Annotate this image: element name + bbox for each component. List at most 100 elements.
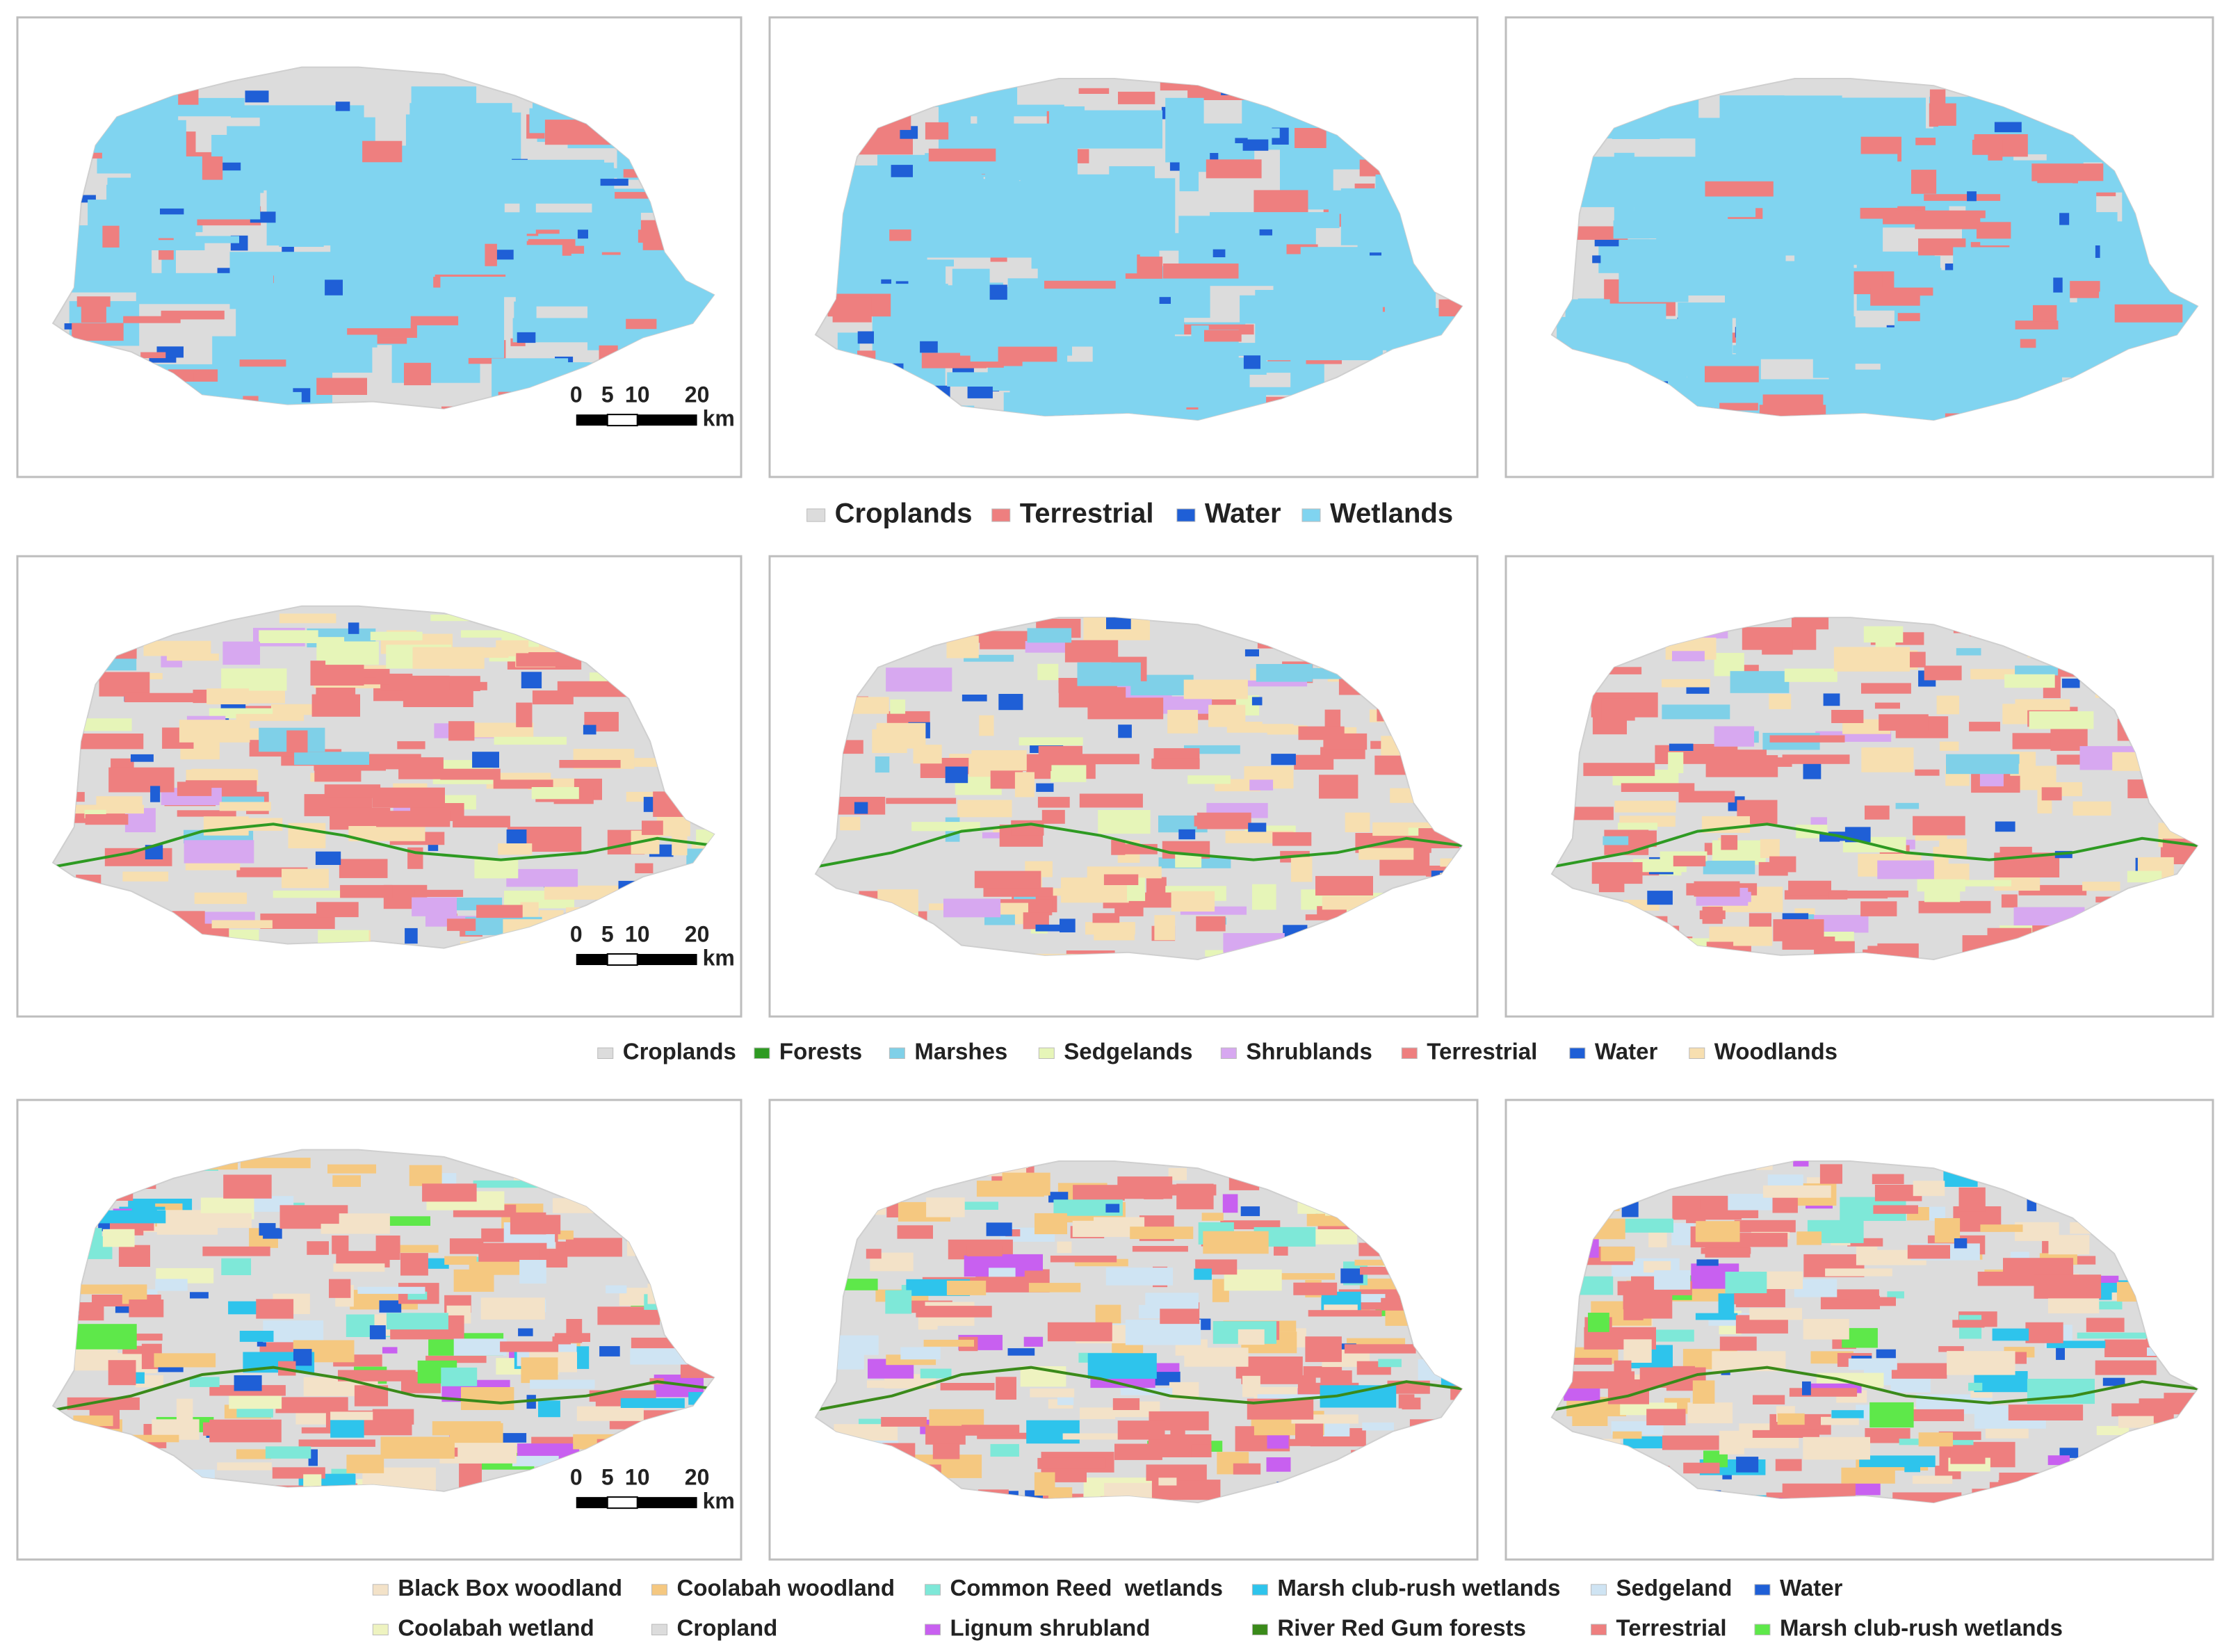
land-patch: [189, 1377, 220, 1387]
land-patch: [1050, 1255, 1117, 1263]
land-patch: [1968, 1382, 1983, 1391]
land-patch: [521, 672, 542, 688]
legend-item: Water: [1176, 499, 1281, 529]
land-patch: [1859, 1455, 1936, 1468]
land-patch: [1803, 762, 1822, 779]
land-patch: [279, 613, 336, 624]
land-patch: [72, 323, 124, 341]
scale-bar-unit: km: [703, 945, 735, 970]
land-patch: [2034, 1274, 2102, 1299]
land-patch: [1249, 779, 1274, 791]
land-patch: [498, 843, 533, 855]
land-patch: [1206, 159, 1262, 179]
land-patch: [1027, 628, 1072, 643]
land-patch: [530, 1379, 595, 1389]
legend-item: Shrublands: [1220, 1038, 1372, 1064]
land-patch: [1831, 710, 1864, 723]
land-patch: [340, 884, 393, 898]
legend-item: Lignum shrubland: [925, 1615, 1150, 1641]
land-patch: [1305, 1336, 1342, 1362]
land-patch: [506, 829, 527, 843]
land-patch: [122, 1345, 159, 1354]
legend-swatch: [1220, 1047, 1237, 1059]
land-patch: [1254, 190, 1308, 213]
land-patch: [298, 1439, 375, 1447]
scale-bar-label: 0: [570, 382, 583, 407]
land-patch: [1591, 862, 1643, 884]
land-patch: [316, 902, 359, 918]
legend-item: Marsh club-rush wetlands: [1754, 1615, 2063, 1641]
land-patch: [329, 1279, 351, 1298]
land-patch: [453, 1338, 507, 1356]
land-patch: [1821, 1416, 1859, 1425]
land-patch: [1240, 295, 1358, 324]
legend: Black Box woodland Coolabah woodland Commo…: [372, 1575, 2063, 1641]
land-patch: [1117, 1420, 1165, 1440]
land-patch: [1037, 797, 1070, 808]
land-patch: [1747, 267, 1840, 275]
land-patch: [432, 1421, 501, 1436]
land-patch: [1257, 1394, 1324, 1400]
land-patch: [1153, 1371, 1181, 1386]
land-patch: [2015, 321, 2059, 330]
land-patch: [1354, 1259, 1385, 1266]
land-patch: [1939, 741, 1959, 751]
land-patch: [1295, 1422, 1324, 1443]
legend-swatch: [1689, 1047, 1705, 1059]
land-patch: [236, 713, 305, 721]
land-patch: [1662, 704, 1730, 720]
land-patch: [348, 622, 359, 634]
land-patch: [282, 868, 329, 889]
land-patch: [1381, 1297, 1408, 1311]
land-patch: [124, 693, 202, 702]
land-patch: [1714, 726, 1755, 747]
land-patch: [1191, 1444, 1212, 1457]
land-patch: [932, 1443, 960, 1459]
scale-bar-seg: [637, 954, 697, 966]
land-patch: [1918, 1432, 1953, 1447]
land-patch: [118, 1245, 150, 1267]
land-patch: [1987, 928, 2032, 938]
land-patch: [2031, 163, 2104, 181]
land-patch: [1266, 1457, 1291, 1472]
land-patch: [1146, 1464, 1207, 1481]
land-patch: [1913, 1181, 1945, 1197]
land-patch: [375, 1236, 400, 1260]
land-patch: [1222, 1194, 1238, 1213]
legend-item: Marshes: [889, 1038, 1007, 1064]
land-patch: [1891, 1363, 1947, 1379]
land-patch: [179, 720, 250, 743]
land-patch: [1080, 1407, 1115, 1419]
land-patch: [1050, 765, 1087, 782]
land-patch: [1210, 212, 1340, 229]
land-patch: [273, 890, 343, 898]
scale-bar-seg: [576, 1497, 608, 1509]
land-patch: [1623, 1298, 1644, 1320]
land-patch: [1669, 743, 1694, 751]
land-patch: [166, 654, 219, 661]
land-patch: [1956, 648, 1981, 656]
land-patch: [1767, 1174, 1803, 1186]
legend-swatch: [1251, 1623, 1268, 1636]
land-patch: [380, 1436, 455, 1459]
land-patch: [2056, 1347, 2065, 1360]
land-patch: [1632, 859, 1687, 873]
legend-label: Water: [1205, 499, 1281, 529]
land-patch: [962, 695, 987, 702]
land-patch: [630, 1348, 688, 1365]
land-patch: [1295, 128, 1327, 148]
land-patch: [1694, 881, 1740, 897]
land-patch: [1692, 1380, 1715, 1404]
land-patch: [231, 105, 364, 118]
land-patch: [1204, 330, 1242, 342]
land-patch: [947, 372, 1050, 387]
land-patch: [99, 672, 150, 697]
land-patch: [971, 750, 1027, 771]
land-patch: [1340, 1268, 1363, 1283]
land-patch: [1240, 1206, 1260, 1217]
land-patch: [1994, 122, 2022, 133]
land-patch: [519, 1260, 546, 1284]
land-patch: [1833, 647, 1910, 672]
land-patch: [202, 156, 223, 180]
land-patch: [1078, 88, 1110, 94]
